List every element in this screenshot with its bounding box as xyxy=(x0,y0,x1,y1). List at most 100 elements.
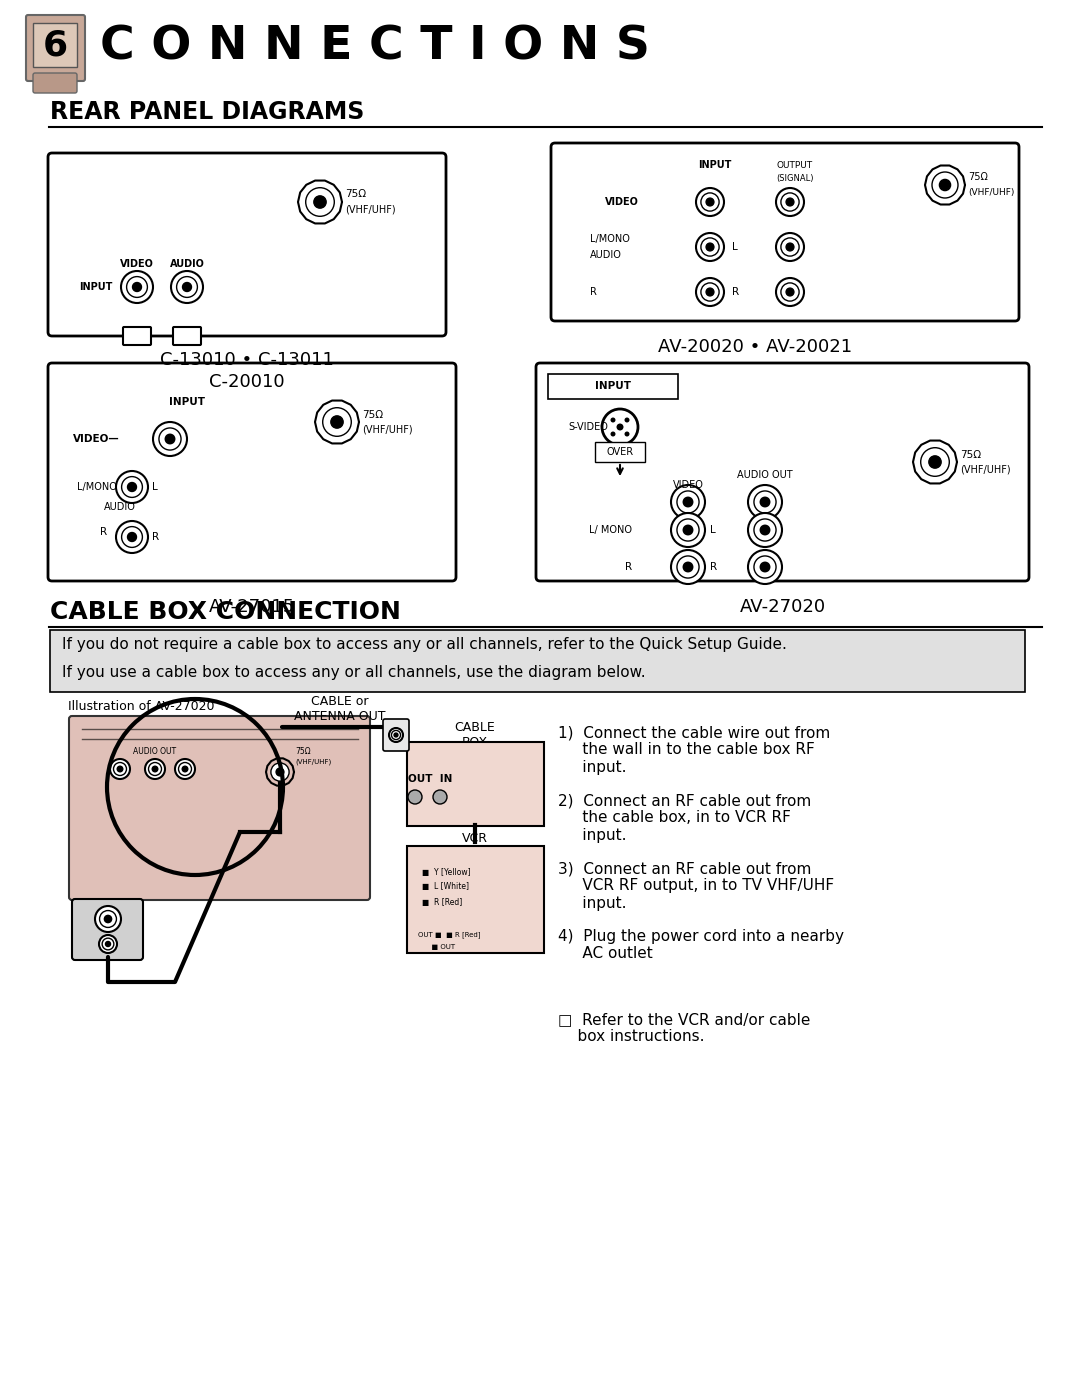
Circle shape xyxy=(171,271,203,303)
Circle shape xyxy=(330,416,343,427)
Text: ■ OUT: ■ OUT xyxy=(418,944,455,950)
Circle shape xyxy=(95,907,121,932)
Text: R: R xyxy=(99,527,107,536)
Circle shape xyxy=(777,278,804,306)
Circle shape xyxy=(624,418,630,422)
Text: C-13010 • C-13011: C-13010 • C-13011 xyxy=(160,351,334,369)
Text: CABLE BOX CONNECTION: CABLE BOX CONNECTION xyxy=(50,599,401,624)
Circle shape xyxy=(314,196,326,208)
Text: OVER: OVER xyxy=(607,447,634,457)
Text: R: R xyxy=(152,532,159,542)
Bar xyxy=(548,374,678,400)
Text: L: L xyxy=(732,242,738,251)
Text: 6: 6 xyxy=(42,28,68,61)
Text: If you do not require a cable box to access any or all channels, refer to the Qu: If you do not require a cable box to acc… xyxy=(62,637,787,652)
Text: OUT ■  ■ R [Red]: OUT ■ ■ R [Red] xyxy=(418,932,481,939)
Text: (SIGNAL): (SIGNAL) xyxy=(777,175,813,183)
Circle shape xyxy=(116,521,148,553)
FancyBboxPatch shape xyxy=(72,900,143,960)
FancyBboxPatch shape xyxy=(383,719,409,752)
Text: S-VIDEO: S-VIDEO xyxy=(568,422,608,432)
Circle shape xyxy=(706,198,714,205)
Text: R: R xyxy=(625,562,632,571)
Circle shape xyxy=(777,189,804,217)
Text: (VHF/UHF): (VHF/UHF) xyxy=(968,189,1014,197)
Text: (VHF/UHF): (VHF/UHF) xyxy=(960,465,1011,475)
Circle shape xyxy=(786,198,794,205)
Circle shape xyxy=(127,532,136,542)
Text: L/MONO: L/MONO xyxy=(590,235,630,244)
Circle shape xyxy=(706,288,714,296)
Text: L/ MONO: L/ MONO xyxy=(589,525,632,535)
Text: INPUT: INPUT xyxy=(595,381,631,391)
Text: VIDEO: VIDEO xyxy=(605,197,639,207)
FancyBboxPatch shape xyxy=(407,847,544,953)
Text: 75Ω: 75Ω xyxy=(960,450,981,460)
Circle shape xyxy=(133,282,141,292)
FancyBboxPatch shape xyxy=(33,73,77,94)
Text: AV-20020 • AV-20021: AV-20020 • AV-20021 xyxy=(658,338,852,356)
FancyBboxPatch shape xyxy=(48,154,446,337)
Circle shape xyxy=(684,497,692,507)
Circle shape xyxy=(760,497,770,507)
Text: 75Ω: 75Ω xyxy=(362,409,383,420)
Text: ■  L [White]: ■ L [White] xyxy=(422,883,469,891)
Text: INPUT: INPUT xyxy=(699,161,731,170)
Circle shape xyxy=(696,278,724,306)
Circle shape xyxy=(175,759,195,780)
Text: AUDIO: AUDIO xyxy=(590,250,622,260)
Circle shape xyxy=(610,432,616,436)
Text: ■  R [Red]: ■ R [Red] xyxy=(422,897,462,907)
Circle shape xyxy=(276,768,284,775)
Text: L/MONO: L/MONO xyxy=(77,482,117,492)
Circle shape xyxy=(271,763,289,781)
Circle shape xyxy=(165,434,175,444)
Circle shape xyxy=(106,942,110,947)
Circle shape xyxy=(394,733,397,738)
Circle shape xyxy=(671,513,705,548)
Circle shape xyxy=(408,789,422,805)
Circle shape xyxy=(671,550,705,584)
Circle shape xyxy=(940,179,950,190)
Circle shape xyxy=(617,423,623,430)
Circle shape xyxy=(748,485,782,520)
Text: L: L xyxy=(710,525,716,535)
FancyBboxPatch shape xyxy=(173,327,201,345)
Text: L: L xyxy=(152,482,158,492)
Text: INPUT: INPUT xyxy=(79,282,112,292)
Circle shape xyxy=(389,728,403,742)
Text: VIDEO: VIDEO xyxy=(673,481,703,490)
FancyBboxPatch shape xyxy=(69,717,370,900)
Text: R: R xyxy=(590,286,597,298)
Circle shape xyxy=(127,482,136,492)
Text: OUT  IN: OUT IN xyxy=(408,774,453,784)
Text: AUDIO: AUDIO xyxy=(104,502,136,511)
Text: (VHF/UHF): (VHF/UHF) xyxy=(362,425,413,434)
Text: AUDIO OUT: AUDIO OUT xyxy=(134,747,176,757)
Text: REAR PANEL DIAGRAMS: REAR PANEL DIAGRAMS xyxy=(50,101,364,124)
Text: 4)  Plug the power cord into a nearby
     AC outlet: 4) Plug the power cord into a nearby AC … xyxy=(558,929,843,961)
Circle shape xyxy=(116,471,148,503)
Circle shape xyxy=(624,432,630,436)
Text: R: R xyxy=(732,286,739,298)
Text: C-20010: C-20010 xyxy=(210,373,285,391)
Circle shape xyxy=(105,915,111,922)
FancyBboxPatch shape xyxy=(48,363,456,581)
Text: CABLE
BOX: CABLE BOX xyxy=(455,721,496,749)
Circle shape xyxy=(786,243,794,251)
FancyBboxPatch shape xyxy=(536,363,1029,581)
Text: (VHF/UHF): (VHF/UHF) xyxy=(345,205,395,215)
Circle shape xyxy=(610,418,616,422)
Circle shape xyxy=(929,455,941,468)
Text: Illustration of AV-27020: Illustration of AV-27020 xyxy=(68,700,215,714)
Text: VCR: VCR xyxy=(462,833,488,845)
Circle shape xyxy=(696,189,724,217)
Circle shape xyxy=(110,759,130,780)
Text: 75Ω: 75Ω xyxy=(968,172,988,182)
Bar xyxy=(33,22,77,67)
Circle shape xyxy=(760,525,770,535)
FancyBboxPatch shape xyxy=(551,142,1020,321)
Text: 3)  Connect an RF cable out from
     VCR RF output, in to TV VHF/UHF
     input: 3) Connect an RF cable out from VCR RF o… xyxy=(558,861,834,911)
Circle shape xyxy=(152,766,158,771)
FancyBboxPatch shape xyxy=(123,327,151,345)
